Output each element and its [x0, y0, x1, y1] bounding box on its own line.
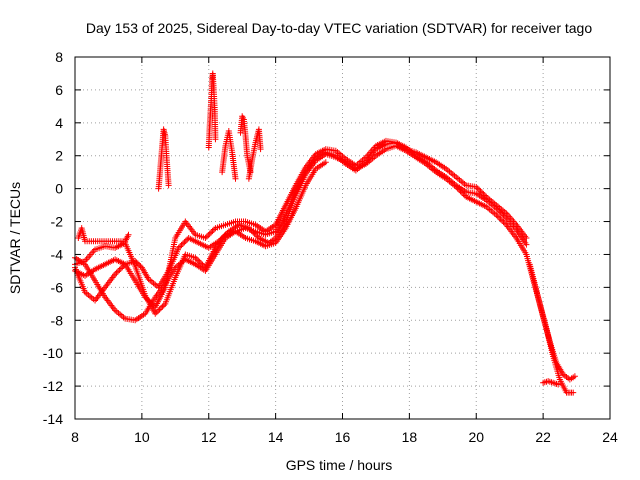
y-tick-label: 2	[55, 148, 63, 164]
data-point	[477, 188, 484, 195]
data-point	[523, 241, 530, 248]
data-point	[208, 229, 215, 236]
data-point	[153, 309, 160, 316]
data-point	[160, 302, 167, 309]
x-tick-label: 18	[402, 429, 418, 445]
series-spike-12	[205, 70, 219, 151]
data-point	[177, 243, 184, 250]
data-point	[476, 186, 483, 193]
x-tick-label: 8	[71, 429, 79, 445]
data-points	[72, 70, 578, 396]
data-point	[478, 189, 485, 196]
x-tick-label: 22	[535, 429, 551, 445]
series-tail	[540, 378, 562, 388]
series-track-b	[72, 139, 530, 324]
data-point	[117, 265, 124, 272]
y-tick-label: -12	[43, 378, 63, 394]
data-point	[112, 271, 119, 278]
data-point	[198, 260, 205, 267]
series-spike-13	[237, 113, 254, 176]
data-point	[211, 226, 218, 233]
data-point	[500, 219, 507, 226]
data-point	[501, 220, 508, 227]
series-early-peaks	[75, 225, 132, 245]
data-point	[192, 254, 199, 261]
data-point	[480, 191, 487, 198]
data-point	[212, 136, 219, 143]
data-point	[196, 258, 203, 265]
y-tick-label: -14	[43, 411, 63, 427]
data-point	[195, 257, 202, 264]
data-point	[571, 373, 578, 380]
x-tick-label: 14	[268, 429, 284, 445]
data-point	[136, 261, 143, 268]
data-point	[155, 307, 162, 314]
data-point	[175, 244, 182, 251]
data-point	[322, 159, 329, 166]
data-point	[499, 217, 506, 224]
y-tick-label: -6	[51, 279, 64, 295]
x-tick-label: 24	[602, 429, 618, 445]
data-point	[232, 175, 239, 182]
data-point	[497, 216, 504, 223]
data-point	[206, 230, 213, 237]
data-point	[181, 239, 188, 246]
data-point	[257, 146, 264, 153]
data-point	[473, 183, 480, 190]
data-point	[114, 268, 121, 275]
y-tick-label: 4	[55, 115, 63, 131]
y-tick-label: -4	[51, 246, 64, 262]
data-point	[165, 182, 172, 189]
series-spike-13.5	[245, 126, 264, 182]
y-tick-label: 8	[55, 49, 63, 65]
data-point	[523, 235, 530, 241]
series-spike-12.6	[219, 128, 239, 182]
data-point	[179, 240, 186, 247]
data-point	[157, 305, 164, 312]
data-point	[496, 214, 503, 221]
data-point	[193, 256, 200, 263]
series-descent-2	[526, 261, 578, 383]
data-point	[116, 266, 123, 273]
y-tick-label: 0	[55, 181, 63, 197]
data-point	[199, 261, 206, 268]
data-point	[178, 242, 185, 249]
x-tick-label: 20	[468, 429, 484, 445]
y-axis-label: SDTVAR / TECUs	[7, 182, 23, 294]
data-point	[156, 306, 163, 313]
series-track-d	[72, 159, 329, 317]
data-point	[205, 232, 212, 239]
chart-title: Day 153 of 2025, Sidereal Day-to-day VTE…	[86, 20, 593, 36]
data-point	[570, 389, 577, 396]
series-spike-10	[155, 126, 172, 192]
y-tick-label: -2	[51, 214, 64, 230]
x-axis-label: GPS time / hours	[286, 457, 393, 473]
y-tick-label: -8	[51, 312, 64, 328]
data-point	[493, 211, 500, 218]
y-tick-label: -10	[43, 345, 63, 361]
data-point	[202, 235, 209, 241]
y-tick-label: 6	[55, 82, 63, 98]
data-point	[209, 227, 216, 234]
x-tick-label: 12	[201, 429, 217, 445]
data-point	[113, 269, 120, 276]
data-point	[203, 233, 210, 240]
data-point	[474, 185, 481, 192]
data-point	[159, 303, 166, 310]
data-point	[481, 192, 488, 199]
data-point	[555, 381, 562, 388]
data-point	[182, 237, 189, 244]
grid	[75, 57, 610, 419]
x-tick-label: 10	[134, 429, 150, 445]
data-point	[125, 231, 132, 238]
data-point	[494, 213, 501, 220]
data-point	[152, 310, 159, 317]
x-tick-label: 16	[335, 429, 351, 445]
